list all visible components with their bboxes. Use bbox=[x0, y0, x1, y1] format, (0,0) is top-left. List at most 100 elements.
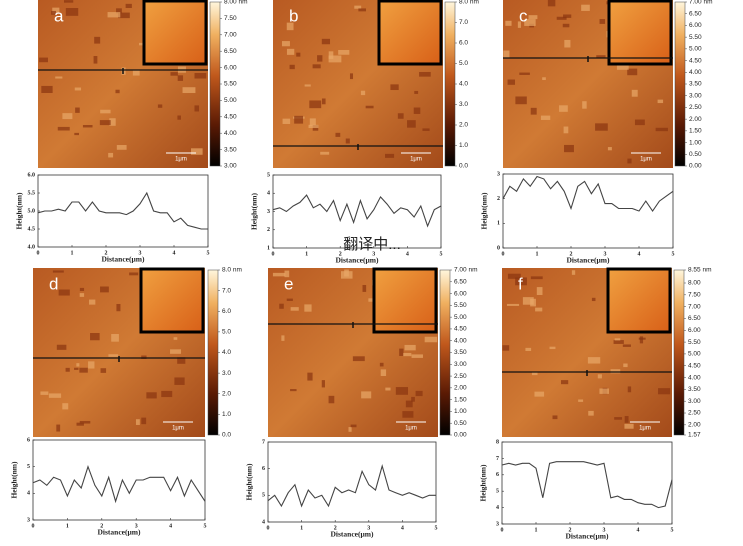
afm-feature bbox=[402, 411, 414, 418]
colorbar-tick-label: 2.00 bbox=[688, 422, 701, 429]
afm-feature bbox=[51, 10, 56, 15]
afm-feature bbox=[55, 76, 63, 79]
afm-feature bbox=[507, 273, 521, 279]
colorbar-tick-label: 5.50 bbox=[454, 302, 467, 309]
afm-feature bbox=[141, 417, 147, 425]
plot-frame bbox=[267, 441, 437, 523]
colorbar-tick-label: 3.50 bbox=[689, 81, 702, 88]
x-axis-label: Distance(μm) bbox=[566, 532, 609, 541]
afm-feature bbox=[362, 284, 367, 292]
colorbar-tick-label: 6.50 bbox=[689, 10, 702, 17]
height-profile bbox=[32, 465, 206, 504]
afm-feature bbox=[88, 361, 95, 369]
colorbar-tick-label: 3.0 bbox=[459, 101, 468, 108]
y-tick-label: 6 bbox=[262, 466, 265, 472]
afm-feature bbox=[290, 307, 299, 311]
afm-feature bbox=[108, 354, 119, 357]
afm-feature bbox=[74, 132, 79, 136]
y-axis-label: Height(nm) bbox=[250, 192, 259, 230]
afm-feature bbox=[578, 399, 584, 402]
panel-label: a bbox=[54, 6, 64, 25]
colorbar-tick-label: 1.0 bbox=[222, 411, 231, 418]
colorbar-tick-label: 7.50 bbox=[688, 292, 701, 299]
afm-feature bbox=[76, 363, 80, 367]
y-tick-label: 5.5 bbox=[28, 190, 36, 196]
y-tick-label: 6 bbox=[496, 472, 499, 478]
colorbar-tick-label: 8.00 nm bbox=[224, 0, 248, 6]
afm-feature bbox=[564, 39, 571, 48]
afm-feature bbox=[321, 38, 331, 45]
afm-feature bbox=[639, 336, 644, 344]
afm-feature bbox=[125, 3, 132, 9]
afm-feature bbox=[328, 395, 335, 404]
y-tick-label: 4 bbox=[496, 505, 499, 511]
x-axis-label: Distance(μm) bbox=[567, 256, 610, 265]
afm-feature bbox=[525, 347, 532, 351]
afm-feature bbox=[194, 73, 207, 79]
x-tick-label: 0 bbox=[267, 525, 270, 531]
afm-feature bbox=[62, 113, 73, 120]
afm-feature bbox=[536, 287, 543, 296]
afm-feature bbox=[317, 55, 323, 62]
afm-feature bbox=[582, 101, 587, 109]
y-tick-label: 6 bbox=[27, 437, 30, 443]
afm-feature bbox=[562, 23, 570, 28]
scale-bar-label: 1μm bbox=[410, 157, 422, 163]
afm-feature bbox=[116, 303, 121, 312]
afm-feature bbox=[610, 369, 621, 374]
afm-feature bbox=[607, 147, 612, 151]
colorbar-tick-label: 6.00 bbox=[688, 327, 701, 334]
afm-feature bbox=[312, 64, 321, 69]
afm-feature bbox=[407, 120, 416, 128]
afm-feature bbox=[385, 387, 391, 391]
afm-feature bbox=[631, 89, 638, 97]
y-tick-label: 5 bbox=[262, 493, 265, 499]
colorbar-tick-label: 6.00 bbox=[224, 64, 237, 71]
afm-feature bbox=[57, 126, 70, 131]
colorbar-tick-label: 4.50 bbox=[688, 362, 701, 369]
afm-feature bbox=[395, 387, 409, 395]
afm-feature bbox=[52, 7, 60, 14]
afm-feature bbox=[506, 303, 520, 306]
afm-feature bbox=[129, 272, 139, 276]
afm-feature bbox=[272, 272, 286, 277]
colorbar-tick-label: 4.00 bbox=[454, 337, 467, 344]
colorbar-tick-label: 3.00 bbox=[689, 92, 702, 99]
afm-feature bbox=[658, 388, 671, 395]
colorbar-tick-label: 4.00 bbox=[688, 374, 701, 381]
x-axis-label: Distance(μm) bbox=[331, 530, 374, 539]
x-tick-label: 1 bbox=[66, 523, 69, 529]
afm-feature bbox=[76, 422, 84, 426]
afm-feature bbox=[307, 372, 313, 381]
y-tick-label: 5.0 bbox=[28, 208, 36, 214]
afm-feature bbox=[65, 367, 70, 372]
y-tick-label: 2 bbox=[497, 196, 500, 202]
afm-feature bbox=[599, 19, 606, 24]
colorbar bbox=[207, 269, 219, 436]
colorbar-tick-label: 2.00 bbox=[454, 385, 467, 392]
afm-feature bbox=[40, 391, 49, 395]
colorbar-tick-label: 7.0 bbox=[459, 19, 468, 26]
y-tick-label: 3 bbox=[497, 171, 500, 177]
x-tick-label: 1 bbox=[71, 250, 74, 256]
afm-feature bbox=[177, 115, 181, 120]
afm-feature bbox=[413, 107, 421, 114]
afm-feature bbox=[361, 391, 372, 399]
x-tick-label: 0 bbox=[32, 523, 35, 529]
colorbar-tick-label: 5.0 bbox=[459, 60, 468, 67]
colorbar-tick-label: 7.00 bbox=[688, 303, 701, 310]
y-axis-label: Height(nm) bbox=[15, 192, 24, 230]
colorbar-tick-label: 1.50 bbox=[454, 396, 467, 403]
afm-feature bbox=[135, 419, 140, 425]
afm-feature bbox=[89, 299, 96, 305]
afm-feature bbox=[350, 424, 357, 428]
afm-feature bbox=[79, 293, 85, 297]
y-tick-label: 3 bbox=[267, 209, 270, 215]
afm-feature bbox=[507, 79, 516, 85]
afm-feature bbox=[282, 118, 291, 124]
y-tick-label: 4.0 bbox=[28, 244, 36, 250]
afm-feature bbox=[177, 75, 184, 81]
colorbar-tick-label: 6.50 bbox=[454, 279, 467, 286]
afm-feature bbox=[390, 84, 399, 91]
colorbar-tick-label: 3.50 bbox=[454, 349, 467, 356]
